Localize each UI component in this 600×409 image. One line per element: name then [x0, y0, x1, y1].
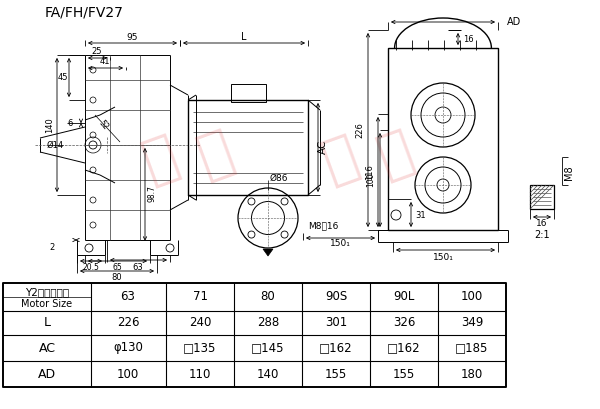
Text: Y2电机机座号: Y2电机机座号 [25, 287, 69, 297]
Text: AC: AC [38, 342, 56, 355]
Text: 288: 288 [257, 317, 279, 330]
Text: 100: 100 [461, 290, 483, 303]
Text: 349: 349 [461, 317, 483, 330]
Text: 52: 52 [97, 119, 110, 132]
Text: 226: 226 [117, 317, 139, 330]
Text: 16: 16 [536, 220, 548, 229]
Text: AC: AC [318, 140, 328, 154]
Text: 2: 2 [49, 243, 55, 252]
Bar [3, 283, 506, 387]
Bar [388, 48, 498, 230]
Text: M8深16: M8深16 [308, 222, 338, 231]
Text: AD: AD [38, 368, 56, 380]
Text: M8: M8 [564, 166, 574, 180]
Text: FA/FH/FV27: FA/FH/FV27 [45, 6, 124, 20]
Text: 155: 155 [393, 368, 415, 380]
Text: Ø86: Ø86 [270, 173, 289, 182]
Text: 90S: 90S [325, 290, 347, 303]
Text: 150₁: 150₁ [329, 240, 350, 249]
Text: 155: 155 [325, 368, 347, 380]
Text: L: L [241, 32, 247, 42]
Text: 80: 80 [112, 274, 122, 283]
Text: 71: 71 [193, 290, 208, 303]
Text: 140: 140 [46, 117, 55, 133]
Text: 25: 25 [92, 47, 102, 56]
Text: 150₁: 150₁ [433, 252, 454, 261]
Bar [188, 100, 308, 195]
Text: 100: 100 [117, 368, 139, 380]
Text: 226: 226 [355, 122, 365, 138]
Text: □162: □162 [319, 342, 353, 355]
Text: 240: 240 [189, 317, 211, 330]
Text: L: L [44, 317, 50, 330]
Text: 2:1: 2:1 [534, 230, 550, 240]
Text: AD: AD [507, 17, 521, 27]
Text: 16: 16 [463, 34, 473, 43]
Text: 尼: 尼 [135, 129, 185, 191]
Text: 65: 65 [112, 263, 122, 272]
Text: 41: 41 [100, 58, 110, 67]
Text: 100: 100 [367, 173, 376, 187]
Text: 20.5: 20.5 [83, 263, 100, 272]
Text: □135: □135 [184, 342, 217, 355]
Text: φ130: φ130 [113, 342, 143, 355]
Text: 63: 63 [121, 290, 136, 303]
Text: Ø14: Ø14 [46, 141, 64, 150]
Text: 6: 6 [68, 119, 73, 128]
Polygon shape [263, 249, 273, 256]
Text: 301: 301 [325, 317, 347, 330]
Text: 90L: 90L [394, 290, 415, 303]
Bar [530, 185, 554, 209]
Text: 45: 45 [58, 72, 68, 81]
Text: 98.7: 98.7 [148, 186, 157, 202]
Text: □145: □145 [251, 342, 285, 355]
Text: □185: □185 [455, 342, 488, 355]
Text: 瓦: 瓦 [370, 124, 420, 186]
Bar [231, 84, 266, 102]
Text: 326: 326 [393, 317, 415, 330]
Text: 80: 80 [260, 290, 275, 303]
Text: 95: 95 [126, 32, 138, 41]
Text: 110: 110 [189, 368, 211, 380]
Text: □162: □162 [387, 342, 421, 355]
Text: 140: 140 [257, 368, 279, 380]
Text: 116: 116 [365, 164, 374, 180]
Text: 180: 180 [461, 368, 483, 380]
Text: Motor Size: Motor Size [22, 299, 73, 309]
Text: 瓦: 瓦 [190, 124, 240, 186]
Text: 31: 31 [416, 211, 427, 220]
Text: 63: 63 [133, 263, 143, 272]
Text: 尼: 尼 [315, 129, 365, 191]
